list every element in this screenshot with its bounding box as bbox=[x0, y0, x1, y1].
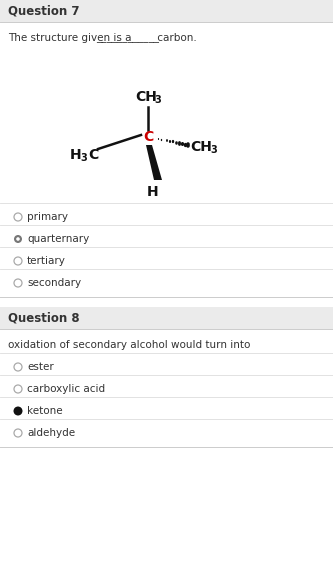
Text: ____________: ____________ bbox=[96, 33, 159, 43]
Circle shape bbox=[14, 407, 23, 416]
Text: quarternary: quarternary bbox=[27, 234, 89, 244]
Text: 3: 3 bbox=[210, 145, 217, 155]
Text: H: H bbox=[147, 185, 159, 199]
Text: Question 8: Question 8 bbox=[8, 311, 80, 324]
Text: C: C bbox=[143, 130, 153, 144]
Circle shape bbox=[16, 237, 20, 241]
FancyBboxPatch shape bbox=[0, 0, 333, 22]
Text: tertiary: tertiary bbox=[27, 256, 66, 266]
Text: Question 7: Question 7 bbox=[8, 5, 80, 17]
Text: carboxylic acid: carboxylic acid bbox=[27, 384, 105, 394]
Text: ketone: ketone bbox=[27, 406, 63, 416]
Polygon shape bbox=[146, 145, 162, 180]
Text: 3: 3 bbox=[155, 95, 162, 105]
Text: C: C bbox=[88, 148, 98, 162]
Text: The structure given is a: The structure given is a bbox=[8, 33, 135, 43]
Text: 3: 3 bbox=[80, 153, 87, 163]
Text: primary: primary bbox=[27, 212, 68, 222]
Text: carbon.: carbon. bbox=[154, 33, 197, 43]
Text: CH: CH bbox=[190, 140, 212, 154]
Text: CH: CH bbox=[135, 90, 157, 104]
Text: aldehyde: aldehyde bbox=[27, 428, 75, 438]
Text: secondary: secondary bbox=[27, 278, 81, 288]
Circle shape bbox=[14, 235, 22, 243]
Text: oxidation of secondary alcohol would turn into: oxidation of secondary alcohol would tur… bbox=[8, 340, 250, 350]
Text: ester: ester bbox=[27, 362, 54, 372]
Text: H: H bbox=[70, 148, 82, 162]
FancyBboxPatch shape bbox=[0, 307, 333, 329]
